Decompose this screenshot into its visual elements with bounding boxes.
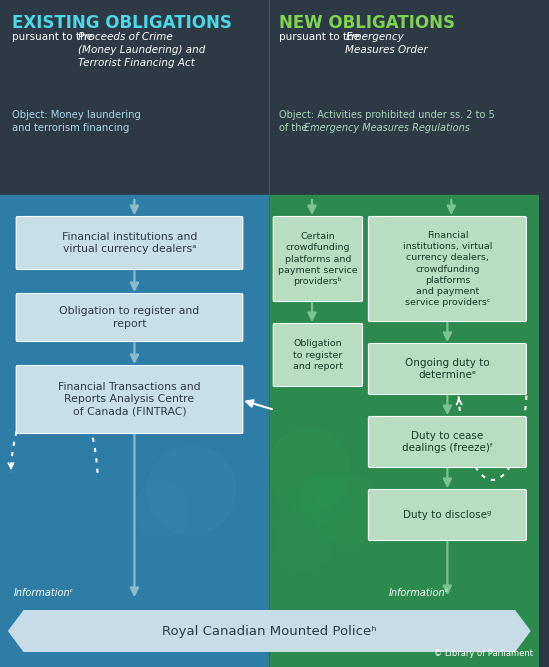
FancyBboxPatch shape xyxy=(16,217,243,269)
Bar xyxy=(269,195,539,667)
FancyBboxPatch shape xyxy=(368,416,526,468)
FancyBboxPatch shape xyxy=(16,366,243,434)
Circle shape xyxy=(314,475,383,545)
Polygon shape xyxy=(8,610,531,652)
Text: Certain
crowdfunding
platforms and
payment service
providersᵇ: Certain crowdfunding platforms and payme… xyxy=(278,232,358,285)
Text: NEW OBLIGATIONS: NEW OBLIGATIONS xyxy=(279,14,455,32)
Text: of the: of the xyxy=(279,123,310,133)
Text: Emergency
Measures Order: Emergency Measures Order xyxy=(345,32,428,55)
FancyBboxPatch shape xyxy=(368,490,526,540)
Text: Financial Transactions and
Reports Analysis Centre
of Canada (FINTRAC): Financial Transactions and Reports Analy… xyxy=(58,382,201,417)
FancyBboxPatch shape xyxy=(368,217,526,321)
Text: Royal Canadian Mounted Policeʰ: Royal Canadian Mounted Policeʰ xyxy=(161,624,376,638)
Text: Informationᶜ: Informationᶜ xyxy=(14,588,74,598)
FancyBboxPatch shape xyxy=(273,323,362,386)
Text: Object: Money laundering
and terrorism financing: Object: Money laundering and terrorism f… xyxy=(12,110,141,133)
Text: Duty to discloseᵍ: Duty to discloseᵍ xyxy=(404,510,491,520)
Bar xyxy=(0,0,539,195)
Text: Obligation to register and
report: Obligation to register and report xyxy=(59,306,200,329)
Circle shape xyxy=(135,482,189,538)
Circle shape xyxy=(274,510,334,570)
Text: Object: Activities prohibited under ss. 2 to 5: Object: Activities prohibited under ss. … xyxy=(279,110,495,120)
Text: Ongoing duty to
determineᵉ: Ongoing duty to determineᵉ xyxy=(405,358,490,380)
Text: Financial institutions and
virtual currency dealersᵃ: Financial institutions and virtual curre… xyxy=(62,232,197,254)
Text: Proceeds of Crime
(Money Laundering) and
Terrorist Financing Act: Proceeds of Crime (Money Laundering) and… xyxy=(79,32,206,67)
Circle shape xyxy=(299,475,348,525)
FancyBboxPatch shape xyxy=(273,217,362,301)
Bar xyxy=(0,195,269,667)
Circle shape xyxy=(147,445,236,535)
Text: pursuant to the: pursuant to the xyxy=(279,32,363,42)
Text: Obligation
to register
and report: Obligation to register and report xyxy=(293,340,343,371)
FancyBboxPatch shape xyxy=(16,293,243,342)
Text: Informationᶜ: Informationᶜ xyxy=(389,588,449,598)
Text: pursuant to the: pursuant to the xyxy=(12,32,96,42)
Text: EXISTING OBLIGATIONS: EXISTING OBLIGATIONS xyxy=(12,14,232,32)
Text: © Library of Parliament: © Library of Parliament xyxy=(434,649,533,658)
Text: Financial
institutions, virtual
currency dealers,
crowdfunding
platforms
and pay: Financial institutions, virtual currency… xyxy=(403,231,492,307)
Circle shape xyxy=(268,428,350,512)
Text: Duty to cease
dealings (freeze)ᶠ: Duty to cease dealings (freeze)ᶠ xyxy=(402,431,493,453)
Text: Emergency Measures Regulations: Emergency Measures Regulations xyxy=(304,123,470,133)
FancyBboxPatch shape xyxy=(368,344,526,394)
